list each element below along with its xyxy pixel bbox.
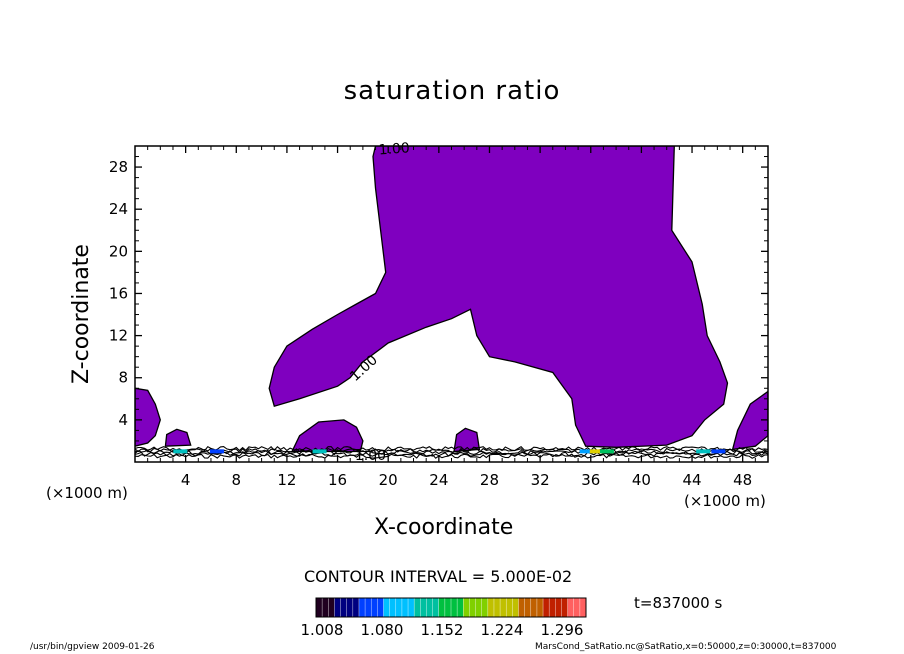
colorbar-cell bbox=[377, 598, 384, 617]
colorbar-cell bbox=[346, 598, 354, 617]
surface-anomaly-mark bbox=[210, 449, 225, 454]
colorbar-cell bbox=[475, 598, 483, 617]
surface-anomaly-mark bbox=[312, 449, 327, 454]
surface-anomaly-mark bbox=[579, 449, 594, 454]
colorbar-cell bbox=[395, 598, 403, 617]
colorbar-cell bbox=[444, 598, 452, 617]
colorbar-cell bbox=[463, 598, 470, 617]
colorbar-cell bbox=[573, 598, 581, 617]
y-tick-label: 20 bbox=[109, 242, 128, 260]
chart-title: saturation ratio bbox=[343, 76, 561, 106]
x-tick-label: 20 bbox=[379, 471, 398, 489]
surface-anomaly-mark bbox=[173, 449, 188, 454]
colorbar-cell bbox=[469, 598, 477, 617]
colorbar-cell bbox=[457, 598, 464, 617]
x-unit-label: (×1000 m) bbox=[46, 484, 128, 502]
colorbar-cell bbox=[352, 598, 360, 617]
x-tick-label: 24 bbox=[429, 471, 448, 489]
x-tick-label: 28 bbox=[480, 471, 499, 489]
y-tick-label: 8 bbox=[118, 369, 128, 387]
contour-label: 1.00 bbox=[378, 140, 410, 158]
colorbar-label: 1.080 bbox=[361, 621, 404, 639]
colorbar-cell bbox=[512, 598, 519, 617]
colorbar-cell bbox=[340, 598, 348, 617]
x-axis-label: X-coordinate bbox=[374, 515, 514, 540]
colorbar-cell bbox=[561, 598, 569, 617]
colorbar-cell bbox=[487, 598, 495, 617]
colorbar-cell bbox=[451, 598, 458, 617]
colorbar-cell bbox=[493, 598, 501, 617]
time-label: t=837000 s bbox=[634, 594, 723, 612]
colorbar-label: 1.296 bbox=[541, 621, 584, 639]
colorbar-cell bbox=[322, 598, 329, 617]
colorbar-label: 1.152 bbox=[421, 621, 464, 639]
colorbar-cell bbox=[555, 598, 562, 617]
region-left-edge-blob bbox=[135, 387, 161, 447]
surface-anomaly-mark bbox=[589, 449, 604, 454]
x-tick-label: 40 bbox=[632, 471, 651, 489]
x-tick-label: 44 bbox=[682, 471, 701, 489]
x-tick-label: 12 bbox=[277, 471, 296, 489]
y-tick-label: 12 bbox=[109, 327, 128, 345]
ground-contour-line bbox=[135, 451, 768, 457]
colorbar-cell bbox=[365, 598, 372, 617]
surface-anomaly-mark bbox=[711, 449, 726, 454]
colorbar-cell bbox=[524, 598, 532, 617]
region-small-blob-26 bbox=[453, 427, 481, 453]
colorbar-cell bbox=[358, 598, 366, 617]
region-main-plume bbox=[268, 146, 729, 448]
surface-anomaly-mark bbox=[599, 449, 614, 454]
surface-anomaly-mark bbox=[696, 449, 711, 454]
colorbar-label: 1.224 bbox=[481, 621, 524, 639]
colorbar-cell bbox=[530, 598, 538, 617]
colorbar-cell bbox=[334, 598, 342, 617]
footer-right: MarsCond_SatRatio.nc@SatRatio,x=0:50000,… bbox=[535, 642, 837, 652]
colorbar-cell bbox=[426, 598, 434, 617]
ground-contour-line bbox=[135, 453, 768, 459]
y-tick-label: 16 bbox=[109, 284, 128, 302]
region-right-edge-blob bbox=[731, 390, 768, 451]
colorbar-cell bbox=[536, 598, 544, 617]
colorbar-cell bbox=[414, 598, 421, 617]
x-tick-label: 48 bbox=[733, 471, 752, 489]
region-blob-14 bbox=[290, 419, 364, 453]
colorbar-cell bbox=[389, 598, 397, 617]
y-tick-label: 4 bbox=[118, 411, 128, 429]
colorbar-cell bbox=[371, 598, 378, 617]
colorbar-cell bbox=[438, 598, 446, 617]
contour-interval-label: CONTOUR INTERVAL = 5.000E-02 bbox=[304, 567, 573, 586]
x-tick-label: 16 bbox=[328, 471, 347, 489]
x-tick-label: 36 bbox=[581, 471, 600, 489]
x-tick-label: 32 bbox=[531, 471, 550, 489]
y-tick-label: 24 bbox=[109, 200, 128, 218]
colorbar-cell bbox=[579, 598, 587, 617]
ground-contour-line bbox=[135, 447, 768, 454]
x-tick-label: 8 bbox=[232, 471, 242, 489]
y-tick-label: 28 bbox=[109, 158, 128, 176]
footer-left: /usr/bin/gpview 2009-01-26 bbox=[30, 642, 155, 652]
colorbar-cell bbox=[316, 598, 323, 617]
y-axis-label: Z-coordinate bbox=[69, 244, 94, 384]
region-small-blob-4 bbox=[164, 428, 192, 447]
colorbar-cell bbox=[506, 598, 513, 617]
colorbar-cell bbox=[383, 598, 391, 617]
colorbar-cell bbox=[567, 598, 575, 617]
ground-contour-line bbox=[135, 445, 768, 452]
colorbar-cell bbox=[518, 598, 526, 617]
colorbar-cell bbox=[500, 598, 507, 617]
colorbar-cell bbox=[420, 598, 427, 617]
colorbar-cell bbox=[481, 598, 489, 617]
colorbar-frame bbox=[315, 597, 587, 618]
x-unit-label-right: (×1000 m) bbox=[684, 492, 766, 510]
colorbar-cell bbox=[401, 598, 409, 617]
colorbar-cell bbox=[408, 598, 415, 617]
x-tick-label: 4 bbox=[181, 471, 191, 489]
colorbar-label: 1.008 bbox=[301, 621, 344, 639]
colorbar-cell bbox=[328, 598, 335, 617]
contour-label: 1.00 bbox=[355, 448, 386, 464]
colorbar-cell bbox=[432, 598, 440, 617]
colorbar-cell bbox=[549, 598, 556, 617]
colorbar-cell bbox=[543, 598, 550, 617]
